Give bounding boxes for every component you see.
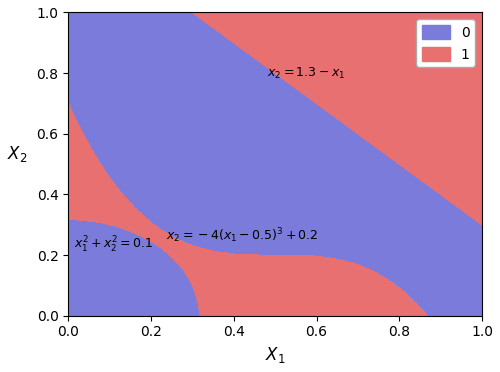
- Legend: 0, 1: 0, 1: [416, 19, 475, 67]
- Text: $x_2 = -4(x_1 - 0.5)^3 + 0.2$: $x_2 = -4(x_1 - 0.5)^3 + 0.2$: [166, 226, 318, 245]
- Text: $x_1^2 + x_2^2 = 0.1$: $x_1^2 + x_2^2 = 0.1$: [74, 234, 154, 254]
- Y-axis label: $X_2$: $X_2$: [7, 144, 28, 164]
- X-axis label: $X_1$: $X_1$: [265, 345, 285, 365]
- Text: $x_2 = 1.3 - x_1$: $x_2 = 1.3 - x_1$: [267, 65, 345, 81]
